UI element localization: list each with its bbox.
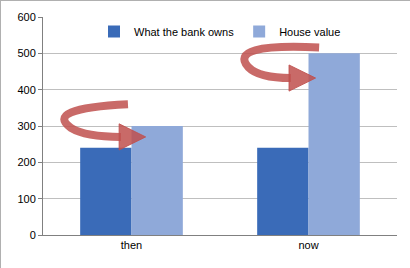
svg-text:now: now	[298, 239, 318, 251]
svg-text:400: 400	[17, 84, 35, 96]
svg-text:200: 200	[17, 156, 35, 168]
svg-text:0: 0	[30, 229, 36, 241]
svg-text:300: 300	[17, 120, 35, 132]
svg-text:What the bank owns: What the bank owns	[134, 26, 234, 38]
svg-text:100: 100	[17, 193, 35, 205]
svg-text:600: 600	[17, 11, 35, 23]
svg-text:500: 500	[17, 47, 35, 59]
svg-text:House value: House value	[279, 26, 340, 38]
svg-text:then: then	[121, 239, 142, 251]
